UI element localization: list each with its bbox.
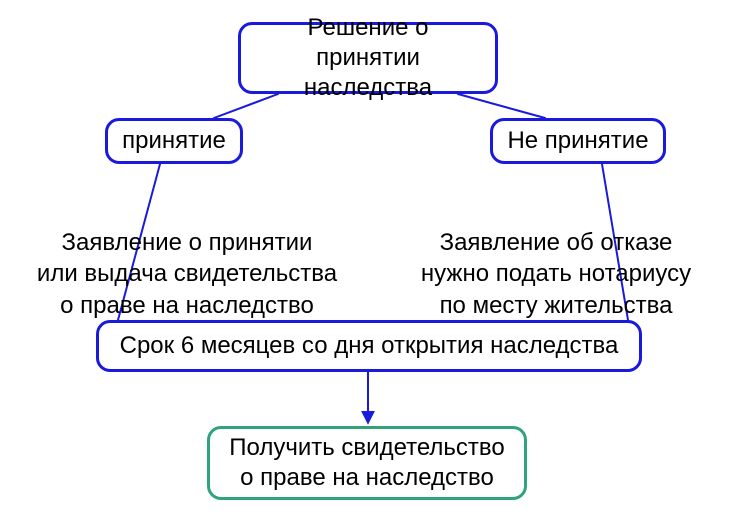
label-accept-desc: Заявление о принятии или выдача свидетел… xyxy=(32,196,342,321)
node-deadline: Срок 6 месяцев со дня открытия наследств… xyxy=(96,320,642,372)
flowchart-stage: Решение о принятии наследства принятие Н… xyxy=(0,0,734,525)
node-accept: принятие xyxy=(105,118,243,164)
node-root: Решение о принятии наследства xyxy=(238,22,498,94)
node-reject: Не принятие xyxy=(490,118,666,164)
label-reject-desc-text: Заявление об отказе нужно подать нотариу… xyxy=(421,229,691,318)
node-result-text: Получить свидетельство о праве на наслед… xyxy=(229,433,504,493)
label-reject-desc: Заявление об отказе нужно подать нотариу… xyxy=(406,196,706,321)
node-result: Получить свидетельство о праве на наслед… xyxy=(207,426,527,500)
node-reject-text: Не принятие xyxy=(507,126,648,156)
node-accept-text: принятие xyxy=(122,126,226,156)
label-accept-desc-text: Заявление о принятии или выдача свидетел… xyxy=(37,229,337,318)
node-root-text: Решение о принятии наследства xyxy=(255,13,481,103)
node-deadline-text: Срок 6 месяцев со дня открытия наследств… xyxy=(120,331,619,361)
